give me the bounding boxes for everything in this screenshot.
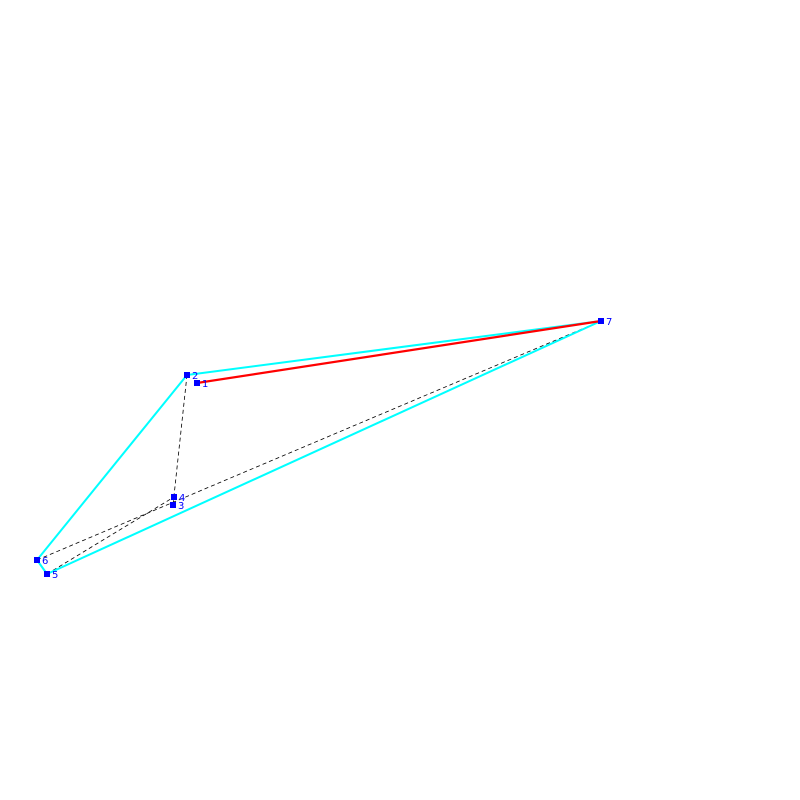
node-1: 1 [194, 379, 208, 390]
node-marker-4 [171, 494, 177, 500]
node-2: 2 [184, 371, 198, 382]
node-3: 3 [170, 501, 184, 512]
node-5: 5 [44, 570, 58, 581]
node-marker-2 [184, 372, 190, 378]
node-label-2: 2 [192, 371, 198, 382]
node-label-5: 5 [52, 570, 58, 581]
internal-edge-5-4 [46, 496, 175, 575]
node-6: 6 [34, 556, 48, 567]
hull-edge-6-2 [36, 374, 188, 561]
node-marker-7 [598, 318, 604, 324]
node-label-4: 4 [179, 493, 185, 504]
node-marker-5 [44, 571, 50, 577]
node-label-3: 3 [178, 501, 184, 512]
node-label-7: 7 [606, 317, 612, 328]
node-label-6: 6 [42, 556, 48, 567]
hull-edge-2-7 [186, 320, 602, 376]
hull-edge-7-5 [46, 320, 602, 575]
node-marker-6 [34, 557, 40, 563]
node-4: 4 [171, 493, 185, 504]
node-7: 7 [598, 317, 612, 328]
node-marker-3 [170, 502, 176, 508]
edges-layer [36, 319, 602, 575]
nodes-layer: 12 34 56 7 [34, 317, 612, 581]
node-marker-1 [194, 380, 200, 386]
node-label-1: 1 [202, 379, 208, 390]
highlight-edge-1-7 [196, 319, 602, 385]
internal-edge-2-3 [172, 374, 188, 506]
